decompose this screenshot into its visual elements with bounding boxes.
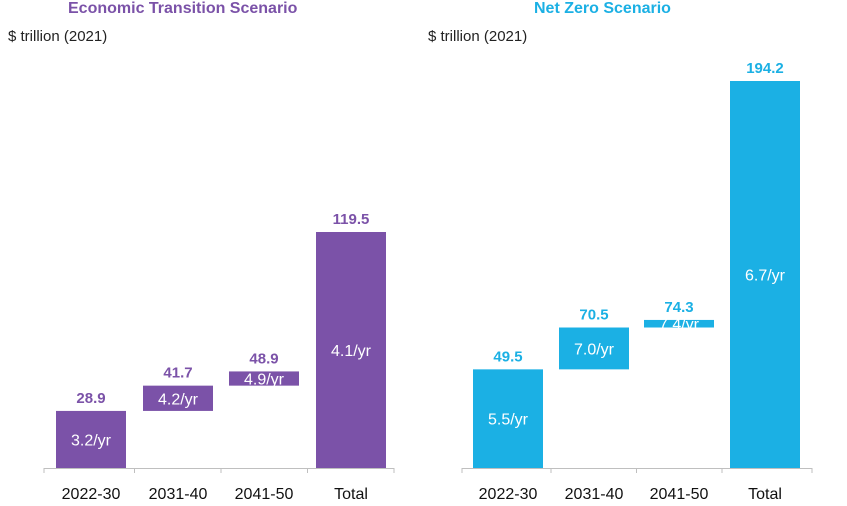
bar-2031-40 [143, 385, 213, 411]
economic-transition-chart: 28.9 3.2/yr 2022-30 41.7 4.2/yr 2031-40 48.9 4.… [43, 211, 395, 503]
value-label: 119.5 [333, 211, 370, 228]
bar-2041-50 [229, 371, 299, 386]
x-tick-label: 2031-40 [565, 486, 624, 503]
value-label: 74.3 [664, 299, 693, 316]
unit-label: $ trillion (2021) [428, 28, 528, 45]
bar-2031-40 [559, 327, 629, 370]
x-tick-label: 2022-30 [62, 486, 121, 503]
value-label: 28.9 [76, 390, 105, 407]
bar-total [316, 232, 386, 468]
chart-title: Net Zero Scenario [534, 0, 671, 17]
bar-2022-30 [473, 369, 543, 468]
net-zero-panel: Net Zero Scenario $ trillion (2021) 49.5… [422, 0, 847, 506]
rate-label: 3.2/yr [71, 432, 112, 449]
net-zero-chart: 49.5 5.5/yr 2022-30 70.5 7.0/yr 2031-40 74.37.… [461, 60, 813, 503]
value-label: 49.5 [493, 348, 522, 365]
rate-label: 7.0/yr [574, 341, 615, 358]
x-tick-label: 2031-40 [149, 486, 208, 503]
bar-total [730, 81, 800, 468]
x-tick-label: Total [334, 486, 368, 503]
x-tick-label: 2041-50 [235, 486, 294, 503]
rate-label: 5.5/yr [488, 412, 529, 429]
x-tick-label: Total [748, 486, 782, 503]
value-label: 194.2 [746, 60, 784, 77]
value-label: 48.9 [249, 350, 278, 367]
unit-label: $ trillion (2021) [8, 28, 108, 45]
economic-transition-panel: Economic Transition Scenario $ trillion … [0, 0, 420, 506]
bar-2041-50 [644, 319, 714, 328]
x-tick-label: 2022-30 [479, 486, 538, 503]
value-label: 41.7 [163, 365, 192, 382]
rate-label: 4.1/yr [331, 343, 372, 360]
x-tick-label: 2041-50 [650, 486, 709, 503]
rate-label: 7.4/yr [659, 317, 700, 334]
rate-label: 4.9/yr [244, 372, 285, 389]
chart-title: Economic Transition Scenario [68, 0, 298, 17]
rate-label: 4.2/yr [158, 391, 199, 408]
rate-label: 6.7/yr [745, 268, 786, 285]
bar-2022-30 [56, 410, 126, 468]
value-label: 70.5 [579, 307, 608, 324]
